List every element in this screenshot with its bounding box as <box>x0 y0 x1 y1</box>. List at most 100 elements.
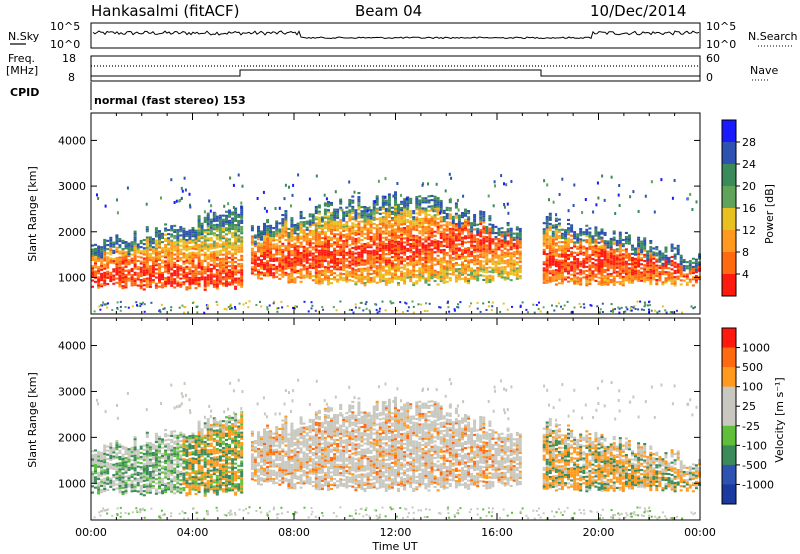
power-cell <box>94 262 97 265</box>
power-cell <box>643 249 647 252</box>
power-cell <box>218 214 222 217</box>
power-cell <box>250 272 254 275</box>
power-cell <box>231 252 235 255</box>
power-cell <box>100 246 104 249</box>
power-cell <box>320 278 324 281</box>
power-cell <box>253 244 257 247</box>
power-cell <box>673 265 677 268</box>
power-cell <box>206 268 210 271</box>
power-cell <box>618 252 622 255</box>
power-cell <box>439 224 443 227</box>
power-cell <box>451 250 455 253</box>
power-scatter <box>143 303 146 306</box>
power-cell <box>567 258 570 261</box>
power-cell <box>112 278 116 281</box>
power-cell <box>260 271 263 274</box>
power-cell <box>427 271 431 274</box>
power-scatter <box>599 311 601 314</box>
power-cell <box>311 254 315 257</box>
power-cell <box>406 256 410 259</box>
power-cell <box>100 258 104 261</box>
power-cell <box>482 250 486 253</box>
power-cell <box>323 241 327 244</box>
power-cell <box>158 252 161 255</box>
power-cell <box>573 276 577 279</box>
power-cell <box>308 252 312 255</box>
power-cell <box>311 219 315 222</box>
power-cell <box>348 217 352 220</box>
power-cell <box>433 269 437 272</box>
power-cell <box>237 230 241 233</box>
power-cell <box>451 222 455 225</box>
power-cell <box>221 261 225 264</box>
power-cell <box>209 270 213 273</box>
power-cell <box>409 210 413 213</box>
power-cell <box>97 257 101 260</box>
power-cell <box>594 238 598 241</box>
power-cell <box>585 276 589 279</box>
power-cell <box>308 270 312 273</box>
power-cell <box>394 269 397 272</box>
power-cell <box>637 247 641 250</box>
power-cell <box>179 228 183 231</box>
power-cell <box>97 259 101 262</box>
power-cell <box>197 248 201 251</box>
power-cell <box>179 267 183 270</box>
power-cell <box>621 265 625 268</box>
power-cell <box>518 227 522 230</box>
power-cell <box>649 272 653 275</box>
power-cell <box>384 253 388 256</box>
power-cell <box>327 219 330 222</box>
power-cell <box>296 222 300 225</box>
power-cell <box>284 247 288 250</box>
power-cell <box>658 258 662 261</box>
power-cell <box>640 273 644 276</box>
power-cell <box>266 247 270 250</box>
power-scatter <box>107 302 109 305</box>
power-cell <box>375 246 379 249</box>
power-cell <box>142 265 146 268</box>
power-cell <box>339 198 343 201</box>
power-cell <box>203 251 207 254</box>
power-cell <box>121 241 125 244</box>
power-cell <box>348 250 352 253</box>
power-cell <box>145 250 149 253</box>
power-cell <box>457 257 461 260</box>
power-cell <box>372 251 376 254</box>
freq-unit-label: [MHz] <box>6 64 38 77</box>
power-cell <box>136 276 140 279</box>
power-cell <box>427 279 431 282</box>
power-cell <box>491 252 495 255</box>
power-cell <box>311 279 315 282</box>
power-cell <box>482 254 486 257</box>
power-cell <box>491 263 495 266</box>
power-cell <box>454 253 458 256</box>
power-cell <box>118 277 122 280</box>
power-scatter <box>307 310 310 313</box>
power-cell <box>167 241 171 244</box>
power-cell <box>173 265 177 268</box>
power-cell <box>573 235 577 238</box>
power-cell <box>557 222 561 225</box>
power-cell <box>640 248 644 251</box>
power-cell <box>240 213 244 216</box>
power-cell <box>384 257 388 260</box>
power-cell <box>154 260 158 263</box>
power-cell <box>637 275 641 278</box>
power-cell <box>185 234 189 237</box>
power-scatter <box>629 306 632 309</box>
power-cell <box>397 205 400 208</box>
power-cell <box>591 249 595 252</box>
power-scatter <box>266 306 269 309</box>
power-cell <box>299 223 303 226</box>
power-cell <box>275 224 279 227</box>
power-cell <box>500 257 504 260</box>
power-cell <box>317 243 321 246</box>
power-cell <box>348 211 352 214</box>
power-cell <box>115 250 119 253</box>
power-cell <box>372 257 376 260</box>
power-cell <box>542 242 546 245</box>
power-scatter <box>412 311 415 314</box>
power-cell <box>317 206 321 209</box>
power-cell <box>421 242 425 245</box>
